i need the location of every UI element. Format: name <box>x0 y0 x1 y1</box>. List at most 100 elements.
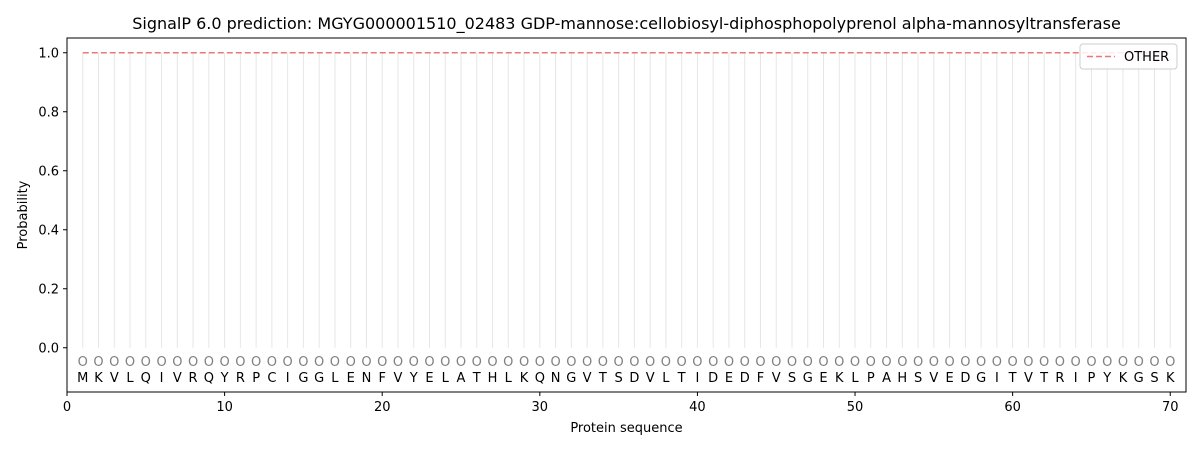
residue-label: L <box>851 371 859 386</box>
prediction-label: O <box>283 355 293 370</box>
x-axis-label: Protein sequence <box>570 421 682 436</box>
residue-label: G <box>298 371 308 386</box>
prediction-label: O <box>204 355 214 370</box>
y-tick-label: 1.0 <box>38 46 59 61</box>
y-tick-label: 0.8 <box>38 105 59 120</box>
residue-label: I <box>995 371 999 386</box>
y-tick-label: 0.0 <box>38 341 59 356</box>
residue-label: T <box>677 371 686 386</box>
prediction-label: O <box>913 355 923 370</box>
residue-label: T <box>598 371 607 386</box>
residue-label: C <box>267 371 276 386</box>
prediction-label: O <box>1086 355 1096 370</box>
prediction-label: O <box>960 355 970 370</box>
residue-label: K <box>835 371 844 386</box>
prediction-label: O <box>93 355 103 370</box>
residue-label: T <box>472 371 481 386</box>
residue-label: Y <box>1102 371 1111 386</box>
residue-label: E <box>425 371 433 386</box>
residue-label: G <box>314 371 324 386</box>
prediction-label: O <box>330 355 340 370</box>
plot-frame <box>66 37 1187 393</box>
residue-label: Y <box>220 371 229 386</box>
x-tick-label: 40 <box>689 400 706 415</box>
residue-label: L <box>331 371 339 386</box>
prediction-label: O <box>1055 355 1065 370</box>
residue-grid-lines <box>82 52 1171 348</box>
prediction-label: O <box>976 355 986 370</box>
prediction-label: O <box>125 355 135 370</box>
prediction-label: O <box>582 355 592 370</box>
prediction-label: O <box>472 355 482 370</box>
prediction-label: O <box>629 355 639 370</box>
residue-label: G <box>566 371 576 386</box>
x-tick-label: 0 <box>63 400 71 415</box>
prediction-label: O <box>346 355 356 370</box>
x-tick-label: 50 <box>847 400 864 415</box>
residue-label: G <box>803 371 813 386</box>
prediction-label: O <box>771 355 781 370</box>
prediction-label: O <box>818 355 828 370</box>
prediction-label: O <box>409 355 419 370</box>
prediction-label: O <box>377 355 387 370</box>
x-tick-label: 70 <box>1162 400 1179 415</box>
prediction-label: O <box>614 355 624 370</box>
prediction-label: O <box>881 355 891 370</box>
residue-label: S <box>614 371 622 386</box>
prediction-label: O <box>834 355 844 370</box>
prediction-label: O <box>866 355 876 370</box>
residue-label: V <box>173 371 182 386</box>
chart-title: SignalP 6.0 prediction: MGYG000001510_02… <box>132 14 1121 34</box>
prediction-label: O <box>1071 355 1081 370</box>
prediction-label: O <box>550 355 560 370</box>
legend: OTHER <box>1079 43 1178 70</box>
residue-label: K <box>1119 371 1128 386</box>
y-tick-label: 0.4 <box>38 223 59 238</box>
y-axis-label: Probability <box>16 180 31 249</box>
residue-label: K <box>1166 371 1175 386</box>
residue-label: E <box>725 371 733 386</box>
residue-label: Y <box>409 371 418 386</box>
residue-label: E <box>347 371 355 386</box>
prediction-label: O <box>78 355 88 370</box>
residue-label: G <box>976 371 986 386</box>
prediction-label: O <box>787 355 797 370</box>
prediction-label: O <box>503 355 513 370</box>
x-tick-label: 30 <box>532 400 549 415</box>
prediction-label: O <box>535 355 545 370</box>
residue-label: D <box>629 371 639 386</box>
residue-label: N <box>362 371 372 386</box>
prediction-label: O <box>298 355 308 370</box>
prediction-label: O <box>251 355 261 370</box>
prediction-label: O <box>677 355 687 370</box>
residue-label: N <box>551 371 561 386</box>
prediction-label: O <box>1023 355 1033 370</box>
prediction-label: O <box>267 355 277 370</box>
y-axis-ticks: 0.0 0.2 0.4 0.6 0.8 1.0 <box>38 46 67 356</box>
residue-label: H <box>488 371 498 386</box>
prediction-label: O <box>929 355 939 370</box>
residue-label: Q <box>141 371 151 386</box>
prediction-label: O <box>1102 355 1112 370</box>
residue-label: R <box>1055 371 1064 386</box>
x-tick-label: 10 <box>216 400 233 415</box>
prediction-label: O <box>1149 355 1159 370</box>
prediction-label: O <box>692 355 702 370</box>
prediction-label: O <box>314 355 324 370</box>
residue-label: D <box>708 371 718 386</box>
prediction-label: O <box>487 355 497 370</box>
prediction-label: O <box>740 355 750 370</box>
prediction-label: O <box>1165 355 1175 370</box>
residue-label: V <box>929 371 938 386</box>
prediction-label: O <box>803 355 813 370</box>
residue-label: H <box>897 371 907 386</box>
residue-label: F <box>378 371 385 386</box>
residue-label: T <box>1008 371 1017 386</box>
residue-label: K <box>520 371 529 386</box>
prediction-label: O <box>440 355 450 370</box>
residue-label: V <box>1024 371 1033 386</box>
residue-label: M <box>77 371 88 386</box>
